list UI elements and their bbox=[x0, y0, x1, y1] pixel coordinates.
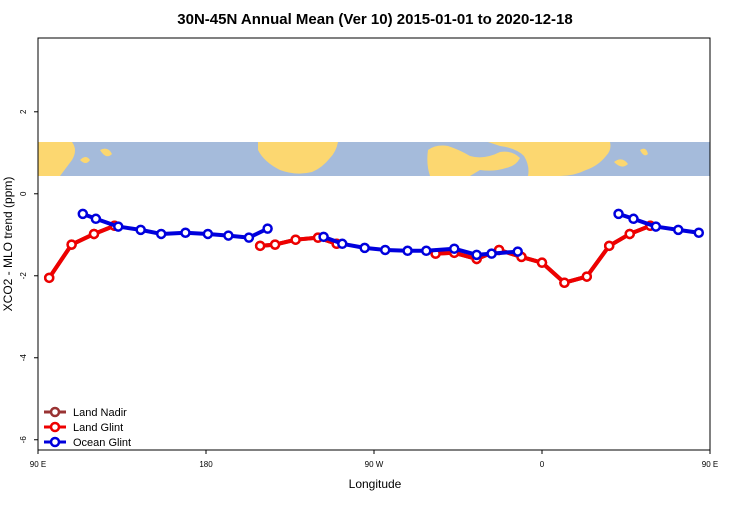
y-tick-label: 2 bbox=[19, 109, 28, 114]
data-point bbox=[113, 221, 124, 232]
data-point bbox=[449, 243, 460, 254]
map-strip bbox=[38, 142, 710, 176]
data-point bbox=[486, 248, 497, 259]
data-point bbox=[613, 208, 624, 220]
data-point bbox=[180, 227, 191, 238]
data-point bbox=[603, 240, 615, 252]
data-point bbox=[512, 246, 523, 257]
legend-label: Land Glint bbox=[73, 422, 123, 434]
y-tick-label: 0 bbox=[19, 191, 28, 196]
x-tick-label: 90 E bbox=[702, 460, 718, 469]
x-tick-label: 90 E bbox=[30, 460, 46, 469]
legend-marker bbox=[49, 406, 61, 418]
data-point bbox=[66, 239, 77, 250]
data-point bbox=[624, 228, 635, 240]
data-point bbox=[650, 221, 662, 232]
legend-label: Land Nadir bbox=[73, 407, 127, 419]
data-point bbox=[581, 271, 593, 282]
legend-label: Ocean Glint bbox=[73, 437, 131, 449]
data-point bbox=[243, 232, 255, 243]
x-tick-label: 0 bbox=[540, 460, 545, 469]
data-point bbox=[471, 249, 482, 261]
data-point bbox=[402, 245, 413, 257]
y-tick-label: -6 bbox=[19, 436, 28, 444]
y-tick-label: -2 bbox=[19, 272, 28, 280]
data-point bbox=[290, 234, 301, 245]
legend-marker bbox=[49, 436, 61, 448]
y-axis-label: XCO2 - MLO trend (ppm) bbox=[1, 177, 15, 312]
x-tick-label: 90 W bbox=[365, 460, 384, 469]
data-point bbox=[318, 231, 329, 243]
chart-title: 30N-45N Annual Mean (Ver 10) 2015-01-01 … bbox=[177, 11, 572, 28]
y-tick-label: -4 bbox=[19, 354, 28, 362]
legend-marker bbox=[49, 421, 61, 433]
data-point bbox=[693, 227, 705, 238]
data-point bbox=[379, 244, 391, 256]
data-point bbox=[628, 213, 639, 225]
data-point bbox=[673, 224, 684, 236]
data-point bbox=[223, 230, 234, 241]
data-point bbox=[43, 272, 55, 284]
data-point bbox=[77, 208, 89, 220]
data-point bbox=[559, 277, 570, 288]
data-point bbox=[359, 242, 370, 254]
data-point bbox=[254, 240, 266, 252]
data-point bbox=[135, 224, 146, 236]
data-point bbox=[155, 228, 167, 240]
data-point bbox=[90, 213, 102, 225]
data-point bbox=[536, 257, 548, 268]
data-point bbox=[337, 238, 348, 250]
data-point bbox=[202, 228, 214, 240]
data-point bbox=[88, 228, 100, 240]
data-point bbox=[421, 245, 432, 257]
x-tick-label: 180 bbox=[199, 460, 213, 469]
data-point bbox=[262, 223, 273, 234]
data-point bbox=[269, 239, 281, 250]
x-axis-label: Longitude bbox=[349, 477, 402, 491]
